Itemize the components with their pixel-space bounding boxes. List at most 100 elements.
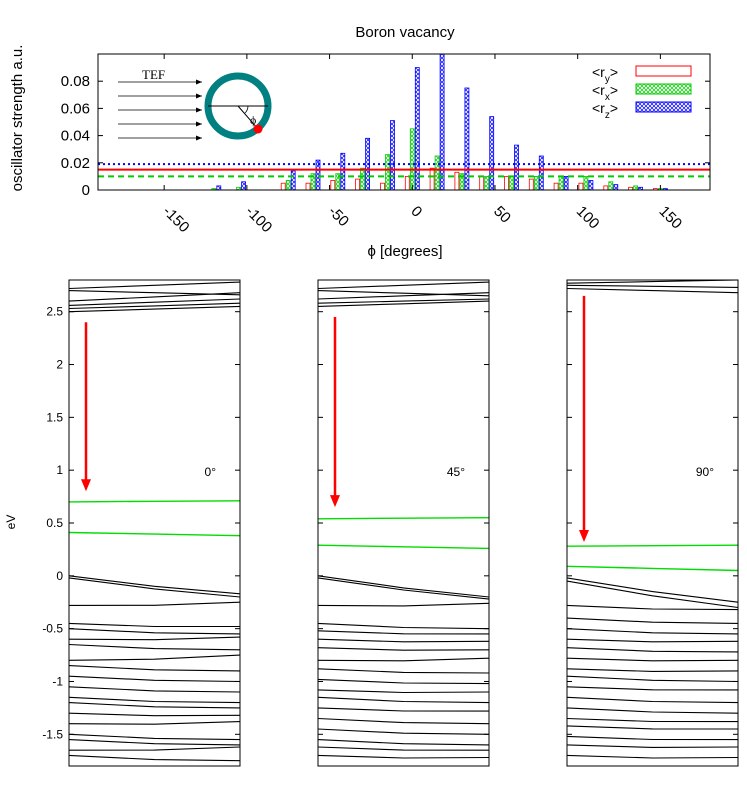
- valence-band-0-15: [68, 733, 241, 741]
- oscillator-chart: Boron vacancy oscillator strength a.u. ϕ…: [9, 24, 711, 260]
- bar-0-14: [479, 175, 485, 191]
- bar-0-17: [553, 182, 559, 191]
- valence-band-0-14: [68, 721, 241, 725]
- bar-2-3: [216, 185, 222, 191]
- band-y-tick-label-5: 1: [56, 463, 63, 477]
- valence-band-2-8: [566, 668, 739, 672]
- conduction-band-1-1: [317, 290, 490, 297]
- bar-1-6: [285, 180, 291, 191]
- band-y-axis-label: eV: [4, 515, 18, 530]
- bar-0-10: [380, 182, 385, 191]
- bar-2-8: [340, 152, 346, 191]
- valence-band-0-0: [68, 575, 241, 595]
- valence-band-2-9: [566, 675, 739, 683]
- legend-label-rx: <rx>: [592, 82, 618, 103]
- valence-band-1-5: [317, 638, 490, 643]
- valence-band-1-2: [317, 602, 490, 607]
- bar-2-14: [489, 116, 495, 191]
- x-tick-label-2: -50: [325, 203, 352, 230]
- bar-0-16: [528, 178, 534, 191]
- legend-item-rz: <rz>: [592, 100, 692, 121]
- valence-band-2-7: [566, 657, 739, 662]
- valence-band-1-16: [317, 746, 490, 751]
- bar-1-12: [434, 155, 440, 191]
- valence-band-0-17: [68, 746, 241, 751]
- conduction-band-1-3: [317, 298, 490, 304]
- legend: <ry> <rx> <rz>: [592, 64, 692, 121]
- inset-angle-label: ϕ: [250, 113, 256, 127]
- bar-0-13: [454, 171, 460, 191]
- bar-1-17: [558, 175, 564, 191]
- defect-band-2-1: [566, 565, 739, 572]
- conduction-band-1-4: [317, 300, 490, 307]
- valence-band-1-10: [317, 689, 490, 694]
- band-y-ticks: -1.5 -1 -0.5 0 0.5 1 1.5 2 2.5: [42, 305, 63, 742]
- legend-label-rz: <rz>: [592, 100, 618, 121]
- plot-frame: [97, 53, 711, 191]
- valence-band-1-7: [317, 657, 490, 662]
- valence-band-2-1: [566, 580, 739, 609]
- inset-illustration: TEF ϕ: [118, 67, 272, 141]
- valence-band-2-10: [566, 686, 739, 691]
- bar-1-18: [583, 175, 589, 191]
- conduction-band-2-1: [566, 284, 739, 288]
- field-arrows: [118, 79, 202, 141]
- y-tick-label-2: 0.04: [61, 128, 90, 145]
- bar-0-12: [429, 167, 435, 191]
- valence-band-2-15: [566, 735, 739, 741]
- defect-band-2-0: [566, 544, 739, 547]
- valence-band-0-4: [68, 628, 241, 635]
- bar-2-13: [464, 87, 470, 191]
- bar-1-15: [509, 175, 514, 191]
- field-arrow-head-1: [196, 93, 202, 99]
- bar-2-19: [613, 184, 619, 191]
- bar-2-17: [563, 175, 569, 191]
- bar-1-20: [633, 185, 638, 191]
- conduction-band-1-0: [317, 281, 490, 290]
- valence-band-0-13: [68, 712, 241, 717]
- band-y-tick-label-2: -0.5: [42, 622, 63, 636]
- bar-0-8: [330, 180, 336, 191]
- valence-band-1-11: [317, 696, 490, 704]
- field-arrow-head-2: [196, 107, 202, 113]
- valence-band-2-11: [566, 696, 739, 704]
- field-arrow-head-4: [196, 135, 202, 141]
- bar-1-16: [533, 175, 539, 191]
- legend-swatch-ry: [635, 65, 692, 77]
- valence-band-1-9: [317, 678, 490, 685]
- band-panel-1: 45°: [317, 279, 490, 767]
- panel-angle-label-1: 45°: [447, 465, 465, 479]
- legend-swatch-rz: [635, 101, 692, 113]
- valence-band-1-15: [317, 739, 490, 746]
- defect-band-1-0: [317, 517, 490, 520]
- valence-band-0-12: [68, 702, 241, 709]
- valence-band-0-1: [68, 577, 241, 598]
- valence-band-2-4: [566, 628, 739, 635]
- bar-2-15: [514, 144, 519, 191]
- y-tick-label-3: 0.06: [61, 100, 90, 117]
- valence-band-0-3: [68, 622, 240, 628]
- bar-1-14: [484, 175, 490, 191]
- conduction-band-0-4: [68, 302, 241, 310]
- valence-band-0-6: [68, 643, 241, 651]
- bar-0-6: [280, 182, 286, 191]
- valence-band-2-3: [566, 617, 739, 624]
- x-tick-label-4: 50: [490, 203, 514, 227]
- valence-band-2-14: [566, 725, 739, 730]
- legend-item-rx: <rx>: [592, 82, 692, 103]
- band-panels: 0° 45° 90°: [68, 279, 739, 767]
- band-y-tick-label-6: 1.5: [46, 410, 63, 424]
- band-y-tick-label-3: 0: [56, 569, 63, 583]
- bar-2-4: [241, 181, 247, 191]
- field-arrow-head-3: [196, 121, 202, 127]
- bar-1-11: [409, 128, 415, 191]
- valence-band-1-0: [317, 575, 490, 598]
- band-y-tick-label-0: -1.5: [42, 727, 63, 741]
- defect-band-0-1: [68, 531, 241, 537]
- vacancy-dot: [253, 124, 263, 134]
- defect-band-0-0: [68, 500, 241, 503]
- valence-band-0-9: [68, 675, 241, 683]
- y-tick-label-4: 0.08: [61, 73, 90, 90]
- panel-frame-1: [317, 279, 490, 767]
- bar-0-15: [504, 175, 509, 191]
